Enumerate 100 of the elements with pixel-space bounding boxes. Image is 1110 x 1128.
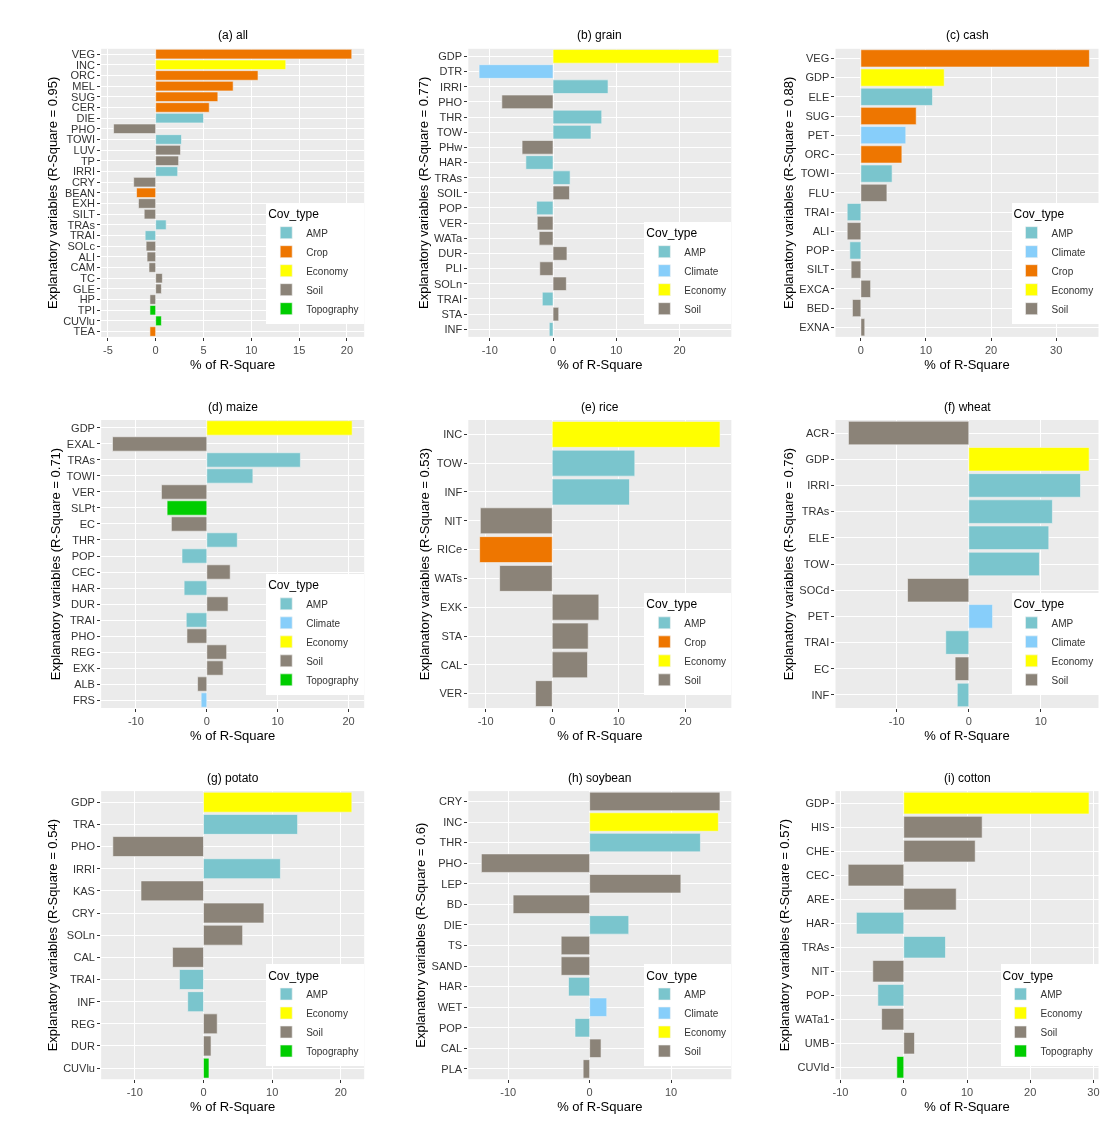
y-tick-label: ALI — [812, 225, 830, 238]
y-axis-title: Explanatory variables (R-Square = 0.6) — [413, 822, 429, 1048]
legend-label: AMP — [684, 246, 707, 258]
y-tick-label: TRAI — [437, 292, 463, 305]
y-tick-label: GDP — [805, 453, 830, 466]
legend-label: Soil — [1051, 303, 1069, 315]
y-tick-label: INC — [76, 58, 96, 71]
x-tick-label: 20 — [1024, 1086, 1037, 1099]
y-tick-label: BEAN — [64, 186, 95, 199]
y-tick-label: TPI — [77, 304, 95, 317]
legend-label: Soil — [684, 303, 702, 315]
y-axis-title: Explanatory variables (R-Square = 0.71) — [48, 447, 64, 681]
legend-label: Economy — [306, 636, 348, 648]
x-tick-label: 10 — [664, 1086, 678, 1099]
x-axis-title: % of R-Square — [190, 727, 276, 743]
y-tick-label: CRY — [71, 906, 96, 919]
y-tick-label: WATa — [433, 232, 463, 245]
x-axis-title: % of R-Square — [557, 356, 643, 372]
legend-title: Cov_type — [268, 578, 320, 593]
x-axis-title: % of R-Square — [190, 356, 276, 372]
y-tick-label: MEL — [72, 79, 95, 92]
y-tick-label: RICe — [437, 543, 463, 556]
y-tick-label: TRAI — [69, 613, 95, 626]
x-tick-label: 10 — [245, 344, 258, 357]
y-axis-title: Explanatory variables (R-Square = 0.54) — [45, 819, 61, 1052]
legend-label: Crop — [1051, 265, 1074, 277]
y-tick-label: TRAI — [804, 636, 830, 649]
x-tick-label: -10 — [126, 1086, 143, 1099]
y-tick-label: INF — [444, 323, 463, 336]
x-tick-label: -10 — [477, 715, 494, 728]
y-tick-label: NIT — [444, 514, 463, 527]
x-tick-label: 0 — [965, 715, 972, 728]
y-tick-label: DUR — [71, 1039, 95, 1052]
y-tick-label: CEC — [806, 869, 830, 882]
y-axis-title: Explanatory variables (R-Square = 0.95) — [45, 76, 61, 309]
x-axis-title: % of R-Square — [557, 727, 643, 743]
y-tick-label: ORC — [804, 148, 830, 161]
y-tick-label: CAL — [440, 658, 463, 671]
legend-label: Economy — [306, 1007, 348, 1019]
x-tick-label: 15 — [293, 344, 306, 357]
y-tick-label: CUVlu — [63, 1061, 95, 1074]
y-tick-label: INC — [443, 428, 463, 441]
y-tick-label: WATa1 — [795, 1013, 830, 1026]
x-tick-label: 0 — [200, 1086, 207, 1099]
y-tick-label: TRAI — [69, 229, 95, 242]
y-tick-label: PHw — [438, 141, 463, 154]
legend-label: Economy — [684, 1026, 727, 1038]
y-tick-label: HP — [79, 293, 95, 306]
y-tick-label: VEG — [71, 47, 95, 60]
y-tick-label: TC — [80, 272, 96, 285]
x-tick-label: 10 — [610, 344, 623, 357]
y-tick-label: POP — [438, 201, 463, 214]
legend-title: Cov_type — [646, 226, 698, 241]
y-tick-label: ACR — [806, 426, 830, 439]
y-tick-label: TRAI — [69, 973, 95, 986]
y-tick-label: TOWI — [800, 167, 830, 180]
y-tick-label: REG — [71, 1017, 95, 1030]
y-tick-label: TRA — [72, 818, 96, 831]
y-tick-label: CAL — [440, 1042, 463, 1055]
x-tick-label: 20 — [334, 1086, 347, 1099]
y-tick-label: SLPt — [71, 501, 95, 514]
y-tick-label: POP — [71, 549, 95, 562]
y-tick-label: GLE — [72, 282, 95, 295]
y-tick-label: POP — [806, 244, 830, 257]
y-tick-label: ORC — [70, 69, 96, 82]
legend-title: Cov_type — [646, 968, 698, 983]
y-tick-label: THR — [439, 110, 463, 123]
y-tick-label: TOW — [436, 457, 463, 470]
y-tick-label: IRRI — [72, 165, 95, 178]
y-tick-label: THR — [439, 836, 463, 849]
chart-title: (d) maize — [208, 400, 259, 414]
x-tick-label: 0 — [203, 715, 210, 728]
legend-label: Soil — [306, 655, 323, 667]
y-tick-label: SOLc — [67, 240, 96, 253]
y-tick-label: DTR — [439, 65, 463, 78]
x-tick-label: 10 — [271, 715, 284, 728]
legend-label: AMP — [1051, 227, 1074, 239]
y-tick-label: PHO — [71, 122, 96, 135]
x-axis-title: % of R-Square — [924, 727, 1010, 743]
y-tick-label: POP — [438, 1021, 463, 1034]
legend-label: Soil — [306, 1026, 323, 1038]
y-tick-label: PET — [807, 129, 830, 142]
chart-title: (a) all — [218, 28, 249, 42]
legend-label: Economy — [1040, 1007, 1083, 1019]
x-tick-label: 20 — [340, 344, 354, 357]
y-tick-label: INF — [811, 688, 830, 701]
y-tick-label: TOWI — [66, 469, 95, 482]
x-tick-label: -5 — [102, 344, 113, 357]
x-axis-title: % of R-Square — [924, 356, 1010, 372]
legend-title: Cov_type — [268, 207, 320, 222]
y-tick-label: INC — [443, 815, 463, 828]
y-tick-label: HIS — [810, 821, 830, 833]
y-tick-label: NIT — [811, 965, 830, 978]
chart-title: (i) cotton — [944, 771, 991, 785]
y-tick-label: TRAs — [434, 171, 463, 184]
x-tick-label: 30 — [1050, 344, 1063, 357]
y-axis-title: Explanatory variables (R-Square = 0.76) — [781, 447, 797, 681]
y-tick-label: CRY — [439, 795, 463, 808]
legend-label: AMP — [1051, 617, 1074, 629]
legend-label: AMP — [684, 988, 707, 1000]
